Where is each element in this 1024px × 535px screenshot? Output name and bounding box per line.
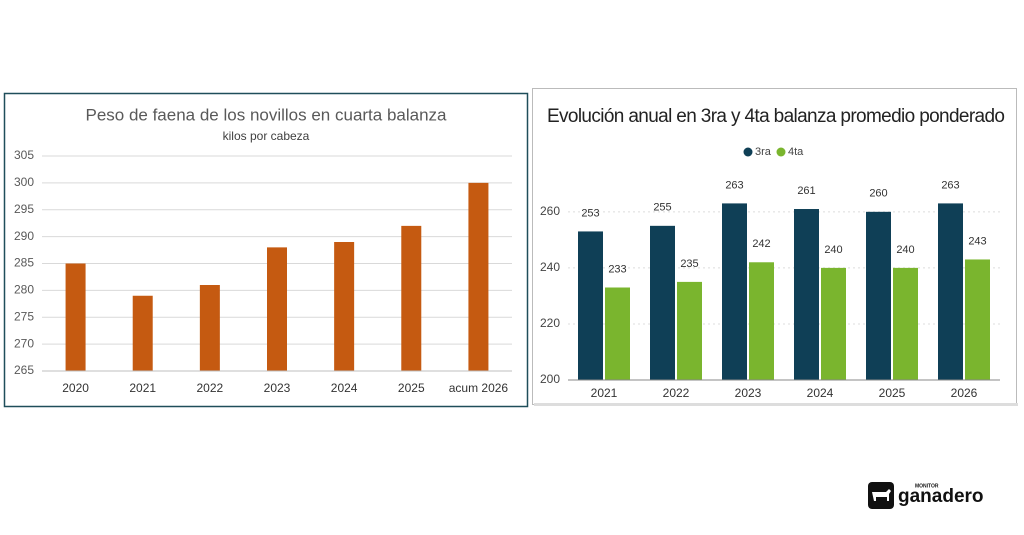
data-label: 235 [680, 258, 698, 270]
data-label: 233 [608, 263, 626, 275]
bar [893, 267, 918, 380]
data-label: 263 [725, 179, 743, 191]
x-tick-label: 2022 [197, 381, 224, 395]
chart-subtitle: kilos por cabeza [223, 129, 310, 143]
x-tick-label: 2025 [879, 386, 906, 400]
bar [650, 225, 675, 380]
data-label: 240 [896, 244, 914, 256]
bar [267, 247, 287, 371]
legend-marker [743, 147, 753, 157]
y-tick-label: 290 [14, 229, 34, 243]
y-tick-label: 275 [14, 309, 34, 323]
x-tick-label: 2023 [735, 386, 762, 400]
y-tick-label: 295 [14, 202, 34, 216]
y-tick-label: 270 [14, 336, 34, 350]
data-label: 260 [869, 188, 887, 200]
y-tick-label: 265 [14, 363, 34, 377]
x-tick-label: 2025 [398, 381, 425, 395]
data-label: 242 [752, 238, 770, 250]
bar [821, 267, 846, 380]
y-tick-label: 305 [14, 148, 34, 162]
legend-marker [776, 147, 786, 157]
bar [468, 182, 489, 371]
y-tick-label: 285 [14, 256, 34, 270]
bar [132, 295, 153, 371]
data-label: 240 [824, 244, 842, 256]
data-label: 255 [653, 202, 671, 214]
x-tick-label: acum 2026 [449, 381, 509, 395]
x-tick-label: 2021 [591, 386, 618, 400]
y-tick-label: 300 [14, 175, 34, 189]
bar [938, 203, 963, 380]
logo-small: MONITOR [915, 483, 939, 489]
bar [866, 211, 891, 380]
x-tick-label: 2020 [62, 381, 89, 395]
logo-name: ganadero [898, 486, 984, 507]
frame-shadow [534, 403, 1018, 406]
bar [965, 259, 990, 380]
chart-frame [3, 92, 529, 408]
bar [605, 287, 630, 380]
legend-label: 4ta [788, 146, 804, 158]
data-label: 261 [797, 185, 815, 197]
x-tick-label: 2023 [264, 381, 291, 395]
data-label: 263 [941, 179, 959, 191]
x-tick-label: 2024 [331, 381, 358, 395]
y-tick-label: 240 [540, 260, 560, 274]
bar [401, 225, 422, 371]
bar [334, 242, 355, 371]
x-tick-label: 2024 [807, 386, 834, 400]
logo-cow [872, 489, 891, 501]
logo: MONITOR ganadero [868, 482, 984, 509]
chart-title: Peso de faena de los novillos en cuarta … [85, 105, 447, 124]
x-tick-label: 2022 [663, 386, 690, 400]
bar [677, 281, 702, 380]
bar [199, 285, 220, 371]
bar [722, 203, 747, 380]
legend-label: 3ra [755, 146, 772, 158]
y-tick-label: 280 [14, 283, 34, 297]
bar [749, 262, 774, 380]
chart-title: Evolución anual en 3ra y 4ta balanza pro… [547, 106, 1005, 127]
y-tick-label: 220 [540, 316, 560, 330]
y-tick-label: 200 [540, 372, 560, 386]
data-label: 253 [581, 207, 599, 219]
bar [65, 263, 86, 371]
x-tick-label: 2026 [951, 386, 978, 400]
bar [794, 209, 819, 380]
bar [578, 231, 603, 380]
x-tick-label: 2021 [129, 381, 156, 395]
data-label: 243 [968, 235, 986, 247]
y-tick-label: 260 [540, 204, 560, 218]
